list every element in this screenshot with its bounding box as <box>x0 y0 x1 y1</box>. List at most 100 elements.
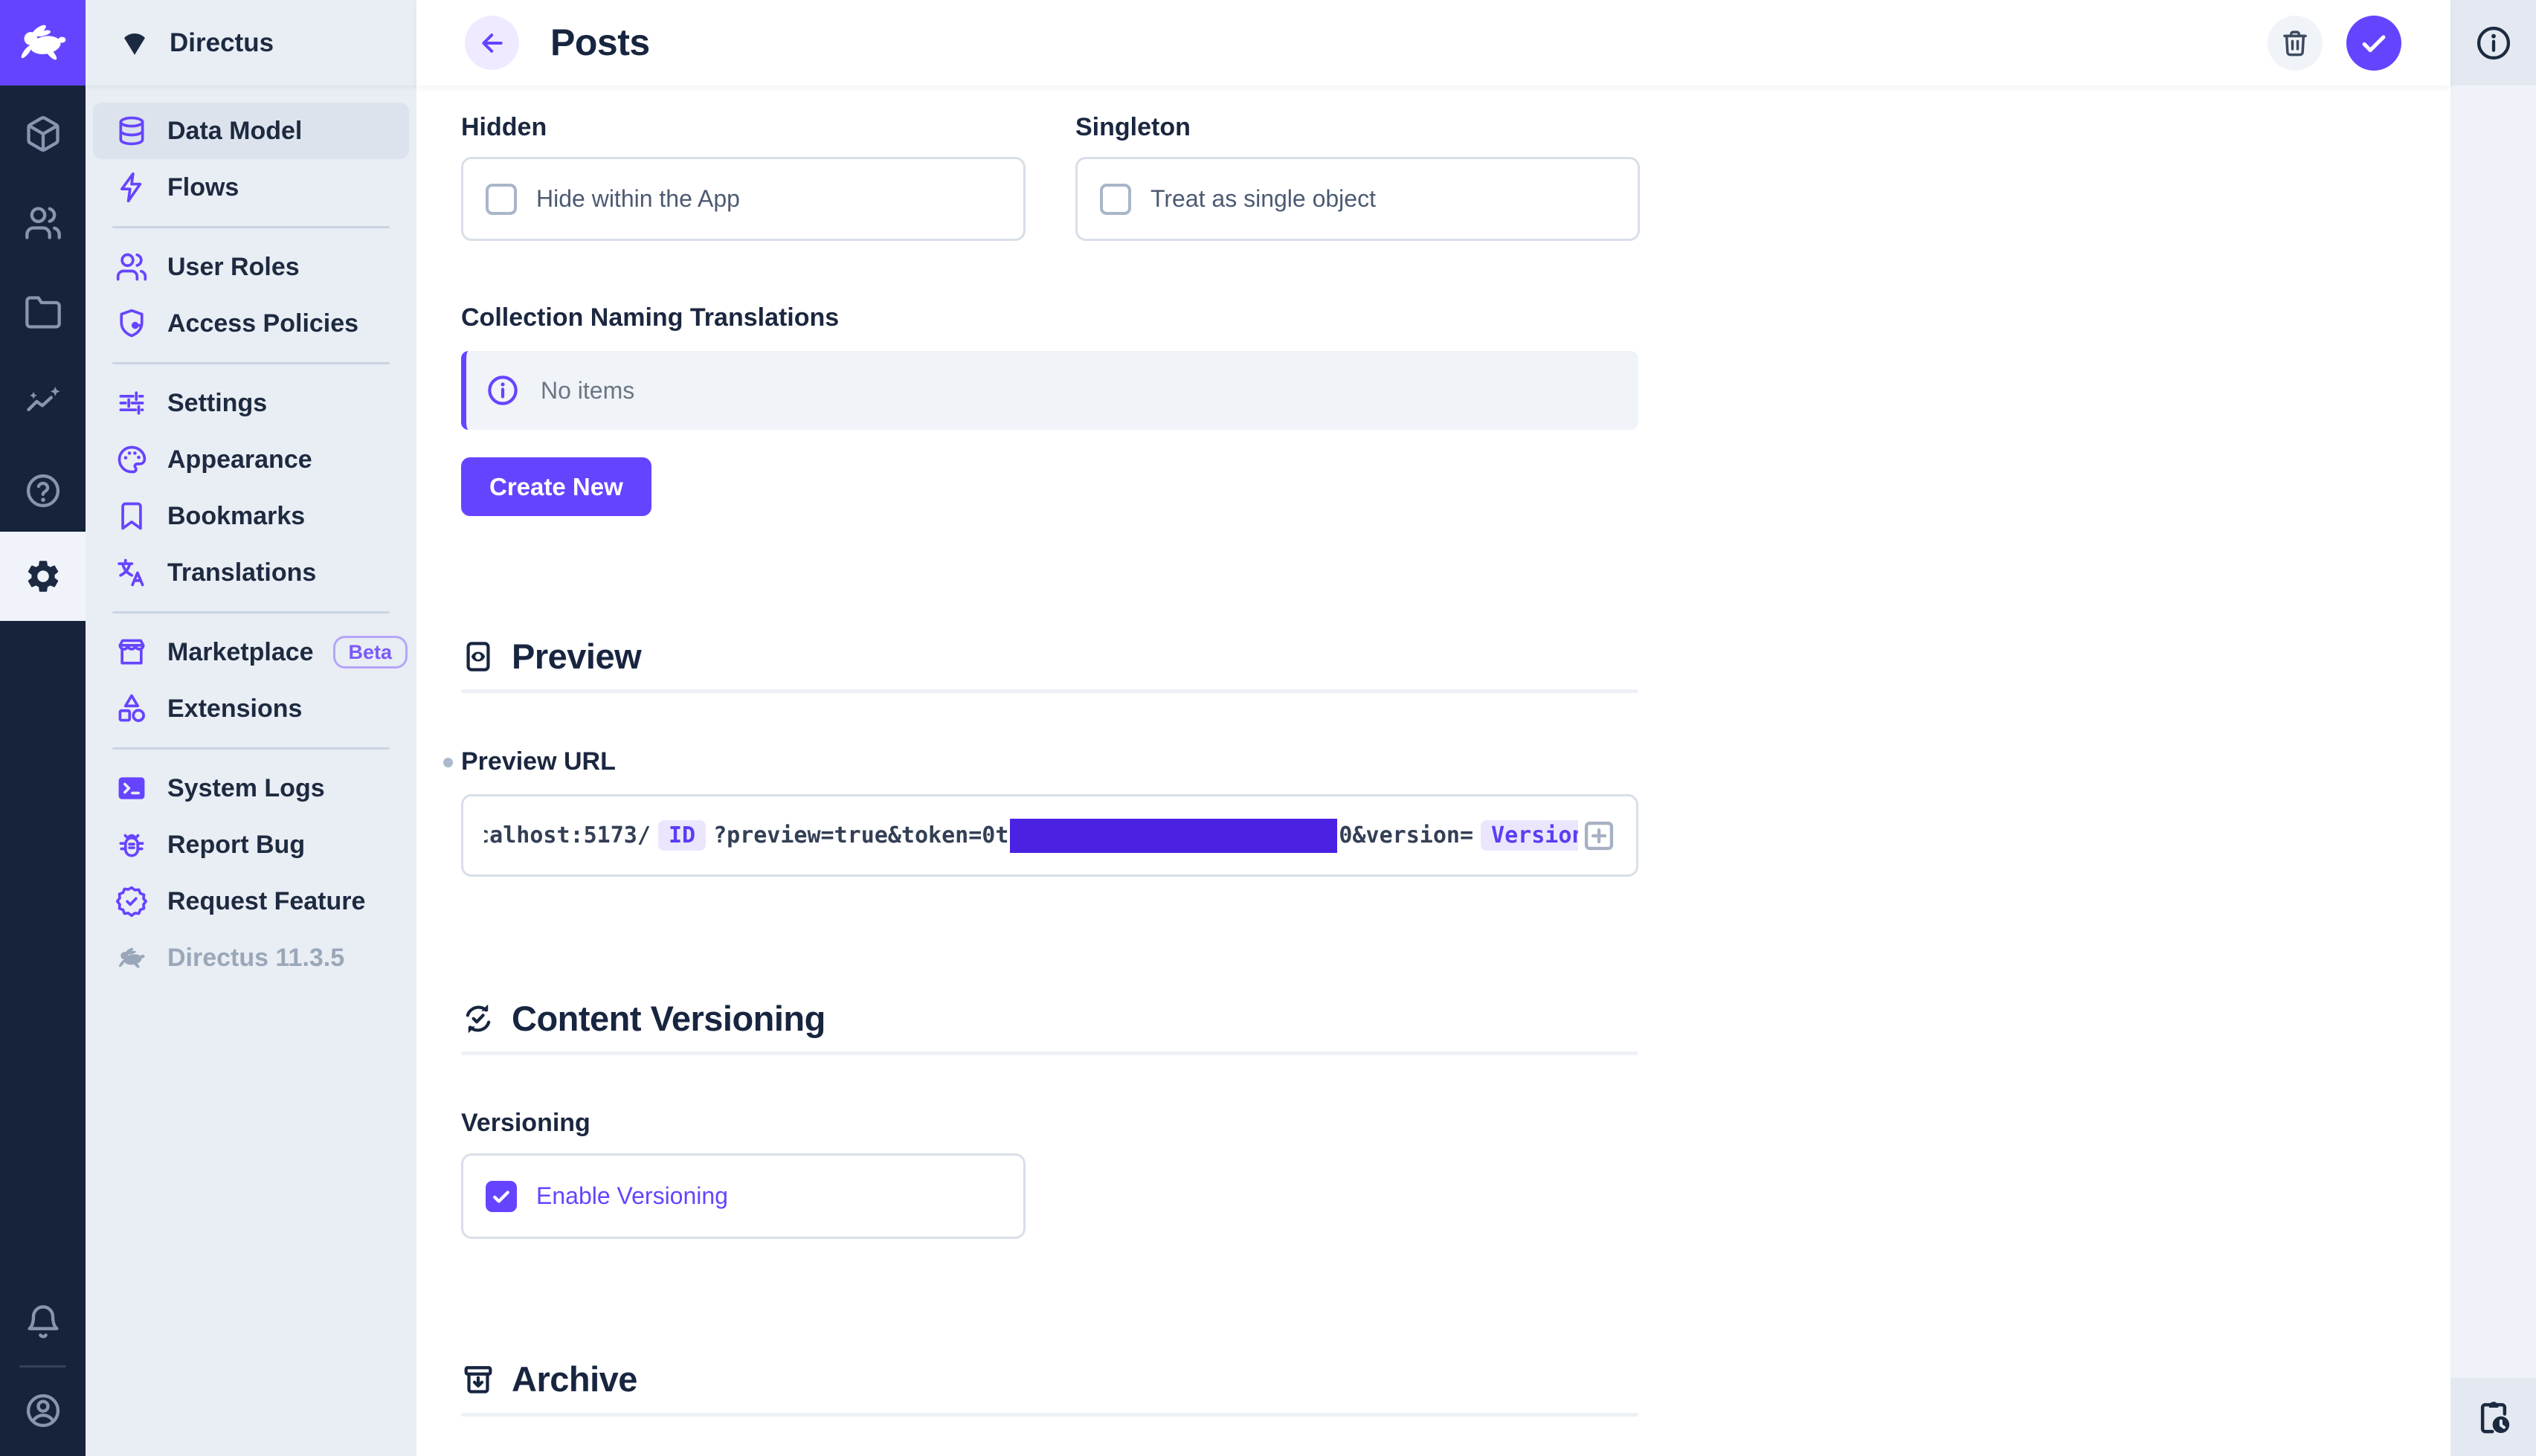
sidebar-item-bookmarks[interactable]: Bookmarks <box>93 488 409 544</box>
insights-icon <box>26 387 60 411</box>
sidebar-item-label: Appearance <box>167 445 312 474</box>
archive-section-header: Archive <box>461 1359 637 1399</box>
singleton-checkbox-label: Treat as single object <box>1150 185 1376 212</box>
shield-key-icon <box>120 309 144 338</box>
module-bar <box>0 0 86 1456</box>
hidden-checkbox-field[interactable]: Hide within the App <box>461 157 1026 241</box>
page-title: Posts <box>550 21 650 63</box>
module-bar-divider <box>19 1365 66 1368</box>
delete-collection-button[interactable] <box>2268 16 2323 71</box>
content-module-button[interactable] <box>0 107 86 161</box>
directus-logo[interactable] <box>0 0 86 86</box>
versioning-checkbox-label: Enable Versioning <box>536 1182 728 1209</box>
terminal-icon <box>118 777 145 799</box>
tune-icon <box>119 391 144 415</box>
sidebar-item-extensions[interactable]: Extensions <box>93 680 409 737</box>
versioning-checkbox[interactable] <box>486 1180 517 1212</box>
sidebar-item-data-model[interactable]: Data Model <box>93 103 409 159</box>
singleton-checkbox-field[interactable]: Treat as single object <box>1075 157 1640 241</box>
url-version-text: 0&version= <box>1339 822 1474 848</box>
gear-icon <box>28 561 58 592</box>
sidebar-item-flows[interactable]: Flows <box>93 159 409 216</box>
versioning-checkbox-field[interactable]: Enable Versioning <box>461 1153 1026 1239</box>
back-button[interactable] <box>465 16 519 70</box>
sidebar-item-system-logs[interactable]: System Logs <box>93 760 409 816</box>
arrow-left-icon <box>481 33 503 53</box>
content-versioning-section-title: Content Versioning <box>512 999 826 1038</box>
preview-url-input[interactable]: localhost:5173/ ID ?preview=true&token=0… <box>461 794 1638 877</box>
sidebar-item-request-feature[interactable]: Request Feature <box>93 873 409 930</box>
help-module-button[interactable] <box>0 464 86 518</box>
bug-icon <box>119 834 144 857</box>
account-icon <box>26 1394 59 1428</box>
sidebar-divider <box>112 226 390 228</box>
info-sidebar-button[interactable] <box>2450 0 2536 86</box>
project-title: Directus <box>170 28 274 57</box>
account-button[interactable] <box>0 1384 86 1437</box>
sidebar-item-report-bug[interactable]: Report Bug <box>93 816 409 873</box>
rabbit-icon <box>119 947 145 968</box>
preview-url-value: localhost:5173/ ID ?preview=true&token=0… <box>484 818 1578 853</box>
token-redaction-bar <box>1010 818 1338 853</box>
sidebar-divider <box>112 611 390 613</box>
sidebar-item-appearance[interactable]: Appearance <box>93 431 409 488</box>
project-chooser[interactable]: Directus <box>86 0 416 86</box>
insights-module-button[interactable] <box>0 375 86 428</box>
hidden-checkbox-label: Hide within the App <box>536 185 740 212</box>
sidebar-item-settings[interactable]: Settings <box>93 375 409 431</box>
sidebar-item-translations[interactable]: Translations <box>93 544 409 601</box>
notifications-button[interactable] <box>0 1295 86 1349</box>
settings-module-button[interactable] <box>0 532 86 621</box>
bell-icon <box>27 1305 59 1339</box>
verified-icon <box>115 886 148 918</box>
folder-icon <box>25 296 61 329</box>
database-icon <box>119 116 144 146</box>
box-icon <box>26 116 59 152</box>
preview-url-label: Preview URL <box>443 747 616 776</box>
content-versioning-section-header: Content Versioning <box>461 998 826 1039</box>
sidebar-item-label: Marketplace <box>167 637 314 666</box>
sidebar-item-access-policies[interactable]: Access Policies <box>93 295 409 352</box>
users-icon <box>25 207 61 239</box>
category-icon <box>118 694 145 722</box>
translate-icon <box>118 558 144 587</box>
edited-indicator-dot <box>443 758 453 767</box>
sidebar-item-label: Settings <box>167 388 268 417</box>
hidden-field-label: Hidden <box>461 113 547 141</box>
info-circle-icon <box>488 376 518 405</box>
storefront-icon <box>118 639 145 665</box>
sidebar-item-label: Report Bug <box>167 830 306 859</box>
sidebar-item-marketplace[interactable]: Marketplace Beta <box>93 624 409 680</box>
save-button[interactable] <box>2346 16 2401 71</box>
sidebar-item-user-roles[interactable]: User Roles <box>93 239 409 295</box>
files-module-button[interactable] <box>0 286 86 339</box>
no-items-text: No items <box>541 376 635 404</box>
add-url-field-button[interactable] <box>1578 815 1620 857</box>
users-module-button[interactable] <box>0 196 86 250</box>
no-items-notice: No items <box>461 351 1638 430</box>
check-icon <box>2362 35 2386 53</box>
beta-badge: Beta <box>332 635 408 669</box>
version-info: Directus 11.3.5 <box>93 930 409 986</box>
trash-icon <box>2283 30 2307 57</box>
singleton-field-label: Singleton <box>1075 113 1191 141</box>
url-prefix-text: localhost:5173/ <box>484 822 651 848</box>
sidebar-item-label: User Roles <box>167 252 300 281</box>
preview-section-title: Preview <box>512 637 642 676</box>
help-icon <box>26 474 59 508</box>
create-new-button[interactable]: Create New <box>461 457 651 516</box>
sidebar-divider <box>112 747 390 750</box>
section-divider <box>461 1051 1638 1055</box>
bookmark-icon <box>121 502 142 530</box>
singleton-checkbox[interactable] <box>1100 183 1131 215</box>
archive-section-title: Archive <box>512 1359 637 1399</box>
settings-sidebar: Directus Data Model Flows User Roles <box>86 0 416 1456</box>
section-divider <box>461 1413 1638 1417</box>
palette-icon <box>118 445 147 474</box>
sidebar-item-label: Translations <box>167 558 317 587</box>
info-icon <box>2477 26 2510 59</box>
bolt-icon <box>120 172 142 203</box>
revisions-sidebar-button[interactable] <box>2450 1378 2536 1456</box>
section-divider <box>461 689 1638 693</box>
hidden-checkbox[interactable] <box>486 183 517 215</box>
